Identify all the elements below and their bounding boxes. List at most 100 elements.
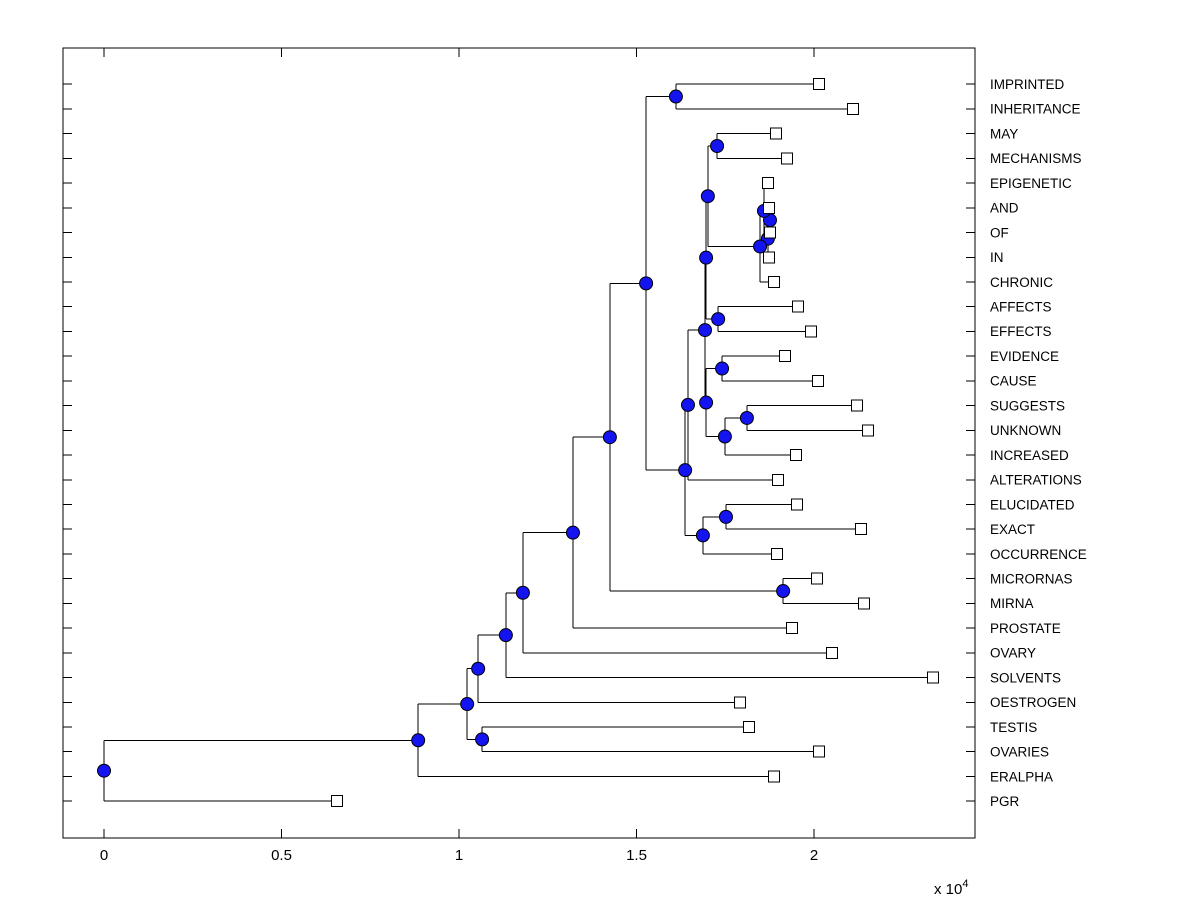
leaf-label: EFFECTS bbox=[990, 324, 1052, 339]
branch-node-marker bbox=[639, 276, 654, 291]
branch-node-marker bbox=[698, 323, 713, 338]
leaf-marker bbox=[772, 473, 785, 486]
leaf-label: ELUCIDATED bbox=[990, 497, 1075, 512]
tree-markers-group bbox=[97, 78, 939, 808]
leaf-label: EPIGENETIC bbox=[990, 176, 1072, 191]
branch-node-marker bbox=[498, 628, 513, 643]
branch-node-marker bbox=[678, 463, 693, 478]
leaf-marker bbox=[812, 78, 825, 91]
branch-node-marker bbox=[471, 661, 486, 676]
x-tick-label: 1 bbox=[455, 847, 463, 864]
plot-border bbox=[62, 47, 976, 839]
branch-node-marker bbox=[715, 361, 730, 376]
leaf-label: INCREASED bbox=[990, 448, 1069, 463]
leaf-label: CAUSE bbox=[990, 374, 1037, 389]
x-tick-label: 1.5 bbox=[626, 847, 647, 864]
leaf-label: EXACT bbox=[990, 522, 1035, 537]
leaf-marker bbox=[854, 523, 867, 536]
leaf-marker bbox=[812, 745, 825, 758]
branch-node-marker bbox=[565, 525, 580, 540]
branch-node-marker bbox=[710, 139, 725, 154]
x-tick-label: 0.5 bbox=[271, 847, 292, 864]
leaf-marker bbox=[792, 300, 805, 313]
leaf-label: MICRORNAS bbox=[990, 571, 1073, 586]
leaf-marker bbox=[785, 622, 798, 635]
branch-node-marker bbox=[699, 250, 714, 265]
leaf-marker bbox=[826, 646, 839, 659]
leaf-label: OF bbox=[990, 225, 1009, 240]
leaf-label: UNKNOWN bbox=[990, 423, 1061, 438]
leaf-label: CHRONIC bbox=[990, 275, 1053, 290]
leaf-label: EVIDENCE bbox=[990, 349, 1059, 364]
branch-node-marker bbox=[739, 410, 754, 425]
axis-ticks-group bbox=[63, 48, 975, 838]
plot-border-group bbox=[62, 47, 976, 839]
leaf-label: MECHANISMS bbox=[990, 151, 1082, 166]
x-tick-label: 0 bbox=[100, 847, 108, 864]
leaf-marker bbox=[763, 226, 776, 239]
branch-node-marker bbox=[700, 189, 715, 204]
leaf-marker bbox=[330, 795, 343, 808]
branch-node-marker bbox=[776, 584, 791, 599]
branch-node-marker bbox=[411, 733, 426, 748]
leaf-marker bbox=[781, 152, 794, 165]
leaf-marker bbox=[789, 449, 802, 462]
branch-node-marker bbox=[711, 312, 726, 327]
leaf-label: ERALPHA bbox=[990, 769, 1053, 784]
axis-labels-group: IMPRINTED INHERITANCE MAY MECHANISMS EPIGENE… bbox=[100, 77, 1087, 898]
branch-node-marker bbox=[717, 429, 732, 444]
branch-node-marker bbox=[668, 89, 683, 104]
leaf-label: OVARY bbox=[990, 646, 1036, 661]
branch-node-marker bbox=[680, 397, 695, 412]
leaf-marker bbox=[767, 275, 780, 288]
leaf-marker bbox=[743, 721, 756, 734]
branch-node-marker bbox=[460, 697, 475, 712]
leaf-marker bbox=[734, 696, 747, 709]
leaf-marker bbox=[771, 547, 784, 560]
leaf-marker bbox=[790, 498, 803, 511]
leaf-marker bbox=[770, 127, 783, 140]
leaf-marker bbox=[926, 671, 939, 684]
branch-node-marker bbox=[475, 732, 490, 747]
branch-node-marker bbox=[695, 528, 710, 543]
axis-multiplier: x 104 bbox=[934, 878, 968, 898]
leaf-label: AFFECTS bbox=[990, 300, 1052, 315]
leaf-label: SOLVENTS bbox=[990, 670, 1061, 685]
branch-node-marker bbox=[515, 585, 530, 600]
leaf-marker bbox=[767, 770, 780, 783]
branch-node-marker bbox=[718, 509, 733, 524]
branch-node-marker bbox=[699, 395, 714, 410]
leaf-label: PGR bbox=[990, 794, 1020, 809]
leaf-marker bbox=[762, 201, 775, 214]
leaf-label: IMPRINTED bbox=[990, 77, 1065, 92]
leaf-label: INHERITANCE bbox=[990, 102, 1081, 117]
leaf-marker bbox=[858, 597, 871, 610]
leaf-label: OVARIES bbox=[990, 745, 1049, 760]
leaf-label: IN bbox=[990, 250, 1004, 265]
leaf-marker bbox=[811, 374, 824, 387]
branch-node-marker bbox=[97, 763, 112, 778]
leaf-label: OESTROGEN bbox=[990, 695, 1076, 710]
leaf-marker bbox=[778, 350, 791, 363]
leaf-marker bbox=[850, 399, 863, 412]
leaf-label: TESTIS bbox=[990, 720, 1037, 735]
leaf-marker bbox=[810, 572, 823, 585]
leaf-label: MIRNA bbox=[990, 596, 1034, 611]
leaf-marker bbox=[861, 424, 874, 437]
x-tick-label: 2 bbox=[810, 847, 818, 864]
leaf-label: ALTERATIONS bbox=[990, 473, 1082, 488]
tree-edges-group bbox=[103, 83, 933, 802]
leaf-label: SUGGESTS bbox=[990, 398, 1065, 413]
leaf-marker bbox=[847, 102, 860, 115]
leaf-marker bbox=[805, 325, 818, 338]
leaf-label: AND bbox=[990, 201, 1019, 216]
branch-node-marker bbox=[602, 430, 617, 445]
leaf-label: PROSTATE bbox=[990, 621, 1061, 636]
leaf-marker bbox=[761, 177, 774, 190]
leaf-label: OCCURRENCE bbox=[990, 547, 1087, 562]
leaf-marker bbox=[762, 251, 775, 264]
branch-node-marker bbox=[753, 239, 768, 254]
leaf-label: MAY bbox=[990, 126, 1018, 141]
